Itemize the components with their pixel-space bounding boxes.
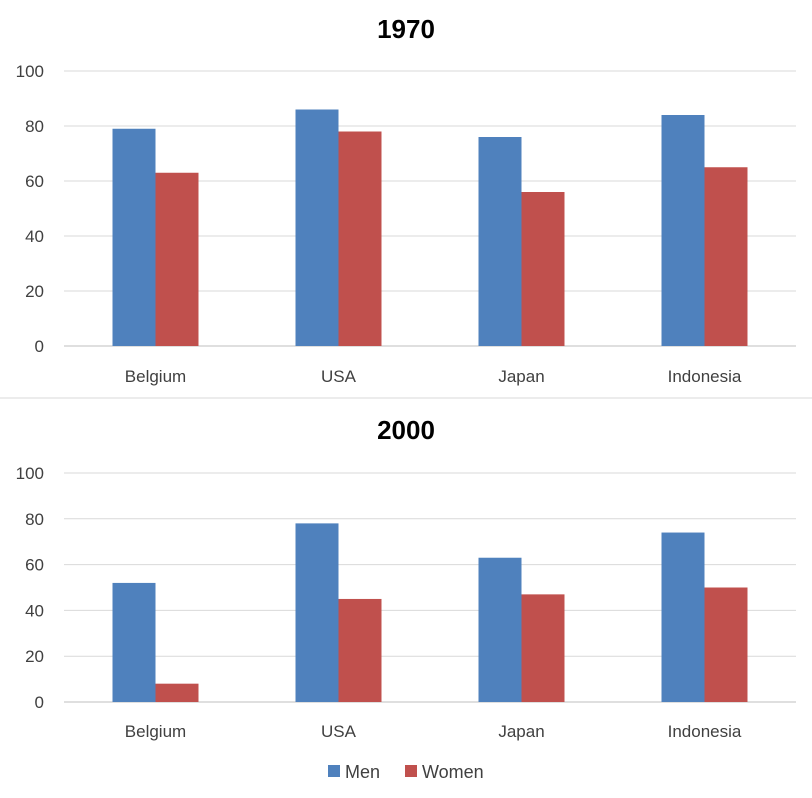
bar-women-belgium bbox=[155, 683, 199, 702]
legend-swatch-men bbox=[328, 765, 340, 777]
y-tick-label: 80 bbox=[25, 510, 44, 529]
y-tick-label: 20 bbox=[25, 647, 44, 666]
x-category-label: Japan bbox=[498, 722, 544, 741]
bar-women-japan bbox=[521, 594, 565, 702]
y-tick-label: 60 bbox=[25, 172, 44, 191]
chart-panel-2000: 2000 0 20 40 60 80 100 Belgium USA Japan Indonesi… bbox=[16, 415, 796, 741]
y-tick-label: 0 bbox=[35, 337, 44, 356]
bar-men-usa bbox=[295, 109, 339, 346]
x-category-label: USA bbox=[321, 722, 357, 741]
y-tick-label: 0 bbox=[35, 693, 44, 712]
bar-men-belgium bbox=[112, 128, 156, 346]
y-tick-label: 20 bbox=[25, 282, 44, 301]
bar-women-usa bbox=[338, 598, 382, 702]
legend-swatch-women bbox=[405, 765, 417, 777]
legend-label-women: Women bbox=[422, 762, 484, 782]
x-category-label: Indonesia bbox=[668, 367, 742, 386]
x-category-label: Japan bbox=[498, 367, 544, 386]
bar-women-usa bbox=[338, 131, 382, 346]
legend-label-men: Men bbox=[345, 762, 380, 782]
bar-men-usa bbox=[295, 523, 339, 702]
y-tick-label: 100 bbox=[16, 464, 44, 483]
bar-men-japan bbox=[478, 137, 522, 346]
bar-men-belgium bbox=[112, 582, 156, 702]
y-tick-label: 100 bbox=[16, 62, 44, 81]
y-tick-label: 40 bbox=[25, 601, 44, 620]
bar-women-belgium bbox=[155, 172, 199, 346]
x-category-label: USA bbox=[321, 367, 357, 386]
bar-men-indonesia bbox=[661, 115, 705, 346]
chart-panel-1970: 1970 0 20 40 60 80 100 Belgium USA Japan Indonesi… bbox=[16, 14, 796, 386]
bar-men-indonesia bbox=[661, 532, 705, 702]
y-tick-label: 60 bbox=[25, 556, 44, 575]
bar-men-japan bbox=[478, 557, 522, 702]
x-category-label: Indonesia bbox=[668, 722, 742, 741]
x-category-label: Belgium bbox=[125, 367, 186, 386]
y-tick-label: 80 bbox=[25, 117, 44, 136]
chart-title: 2000 bbox=[377, 415, 435, 445]
bar-women-japan bbox=[521, 192, 565, 346]
legend: Men Women bbox=[328, 762, 484, 782]
bar-women-indonesia bbox=[704, 587, 748, 702]
x-category-label: Belgium bbox=[125, 722, 186, 741]
chart-title: 1970 bbox=[377, 14, 435, 44]
y-tick-label: 40 bbox=[25, 227, 44, 246]
bar-women-indonesia bbox=[704, 167, 748, 346]
